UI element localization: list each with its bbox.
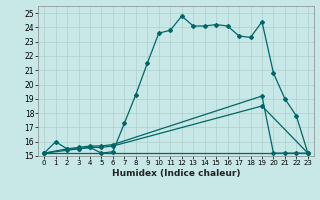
X-axis label: Humidex (Indice chaleur): Humidex (Indice chaleur) bbox=[112, 169, 240, 178]
